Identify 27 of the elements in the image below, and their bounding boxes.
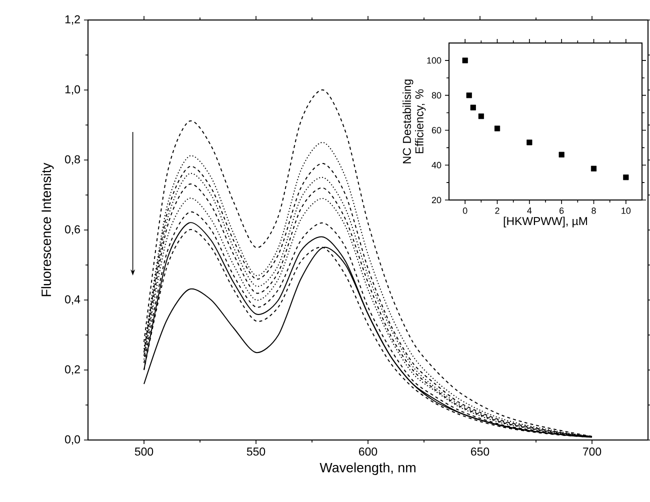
y-tick-label: 40 — [432, 162, 442, 168]
x-tick-label: 600 — [359, 448, 378, 456]
x-tick-label: 700 — [583, 448, 602, 456]
y-tick-label: 80 — [432, 92, 442, 99]
x-tick-label: 6 — [560, 208, 564, 214]
x-axis-title: Wavelength, nm — [320, 462, 416, 476]
y-tick-label: 1,2 — [65, 15, 80, 25]
y-tick-label: 20 — [432, 196, 442, 204]
x-axis-title: [HKWPWW], µM — [504, 216, 587, 228]
y-axis-title: NC Destabilising Efficiency, % — [402, 80, 426, 164]
y-tick-label: 0,8 — [65, 155, 80, 165]
y-tick-label: 60 — [432, 127, 442, 134]
x-tick-label: 650 — [471, 448, 490, 456]
y-tick-label: 0,6 — [65, 225, 80, 235]
y-axis-title: Fluorescence Intensity — [41, 162, 54, 296]
y-tick-label: 0,2 — [65, 365, 80, 375]
x-tick-label: 8 — [592, 208, 596, 214]
x-tick-label: 0 — [462, 208, 468, 214]
x-tick-label: 10 — [622, 208, 631, 214]
x-tick-label: 2 — [495, 208, 500, 214]
y-tick-label: 0,4 — [65, 295, 80, 305]
y-tick-label: 1,0 — [65, 85, 80, 95]
x-tick-label: 4 — [527, 208, 532, 214]
y-tick-label: 100 — [427, 57, 442, 64]
y-tick-label: 0,0 — [65, 435, 80, 445]
x-tick-label: 500 — [134, 448, 154, 456]
x-tick-label: 550 — [246, 448, 266, 456]
